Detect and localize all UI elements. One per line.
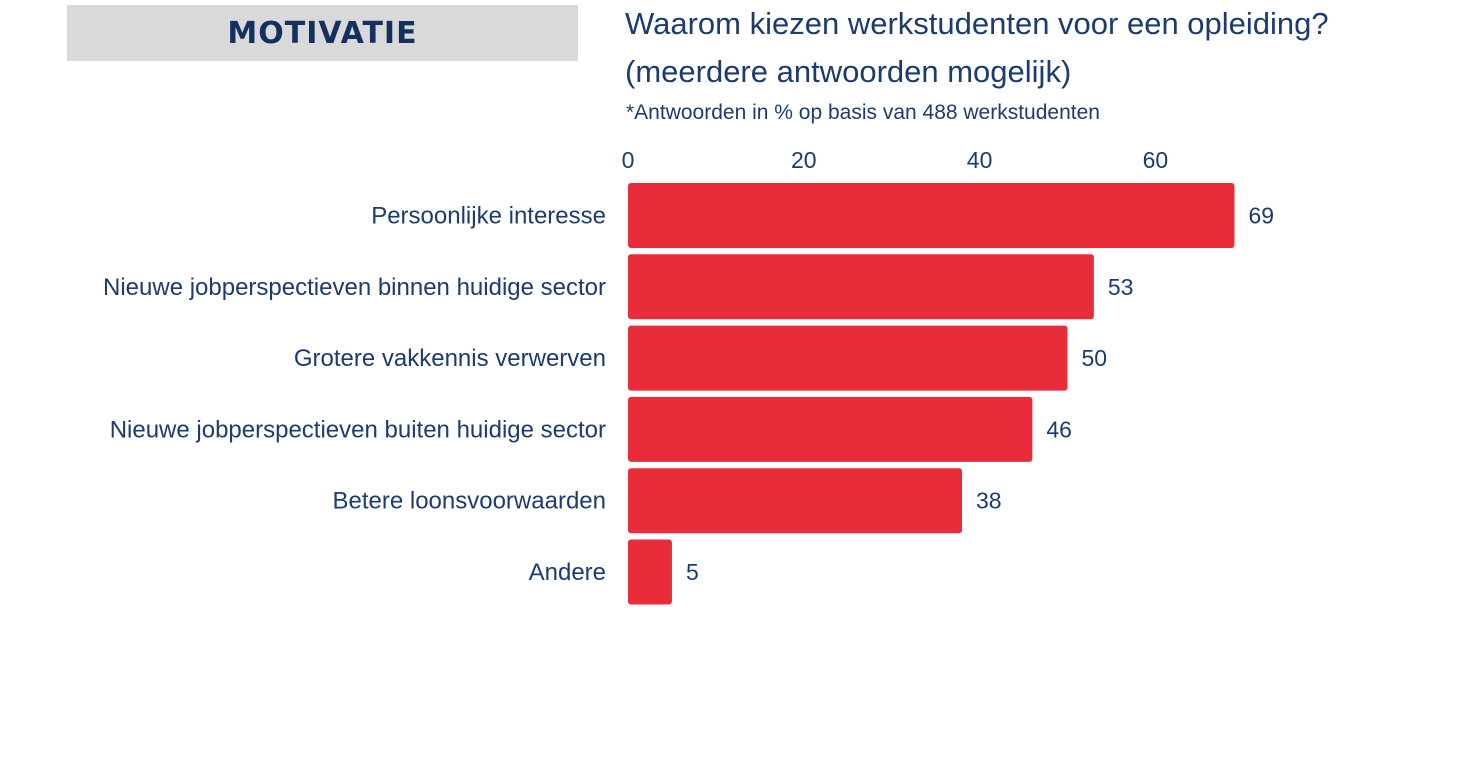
x-axis-ticks: 0 20 40 60 (622, 147, 1169, 173)
data-labels: 69 53 50 46 38 5 (686, 203, 1274, 586)
section-label: MOTIVATIE (227, 15, 418, 51)
data-label: 46 (1046, 416, 1072, 442)
category-label: Nieuwe jobperspectieven binnen huidige s… (103, 274, 606, 301)
x-tick-label: 60 (1143, 147, 1169, 173)
category-label: Persoonlijke interesse (371, 203, 606, 230)
category-label: Nieuwe jobperspectieven buiten huidige s… (110, 416, 606, 443)
category-label: Grotere vakkennis verwerven (294, 345, 606, 372)
category-label: Betere loonsvoorwaarden (332, 488, 606, 515)
section-header: MOTIVATIE (67, 5, 578, 61)
bar (628, 254, 1094, 320)
data-label: 5 (686, 559, 699, 585)
data-label: 53 (1108, 274, 1134, 300)
bar (628, 325, 1068, 391)
x-tick-label: 40 (967, 147, 993, 173)
x-tick-label: 0 (622, 147, 635, 173)
bar (628, 396, 1033, 462)
category-labels: Persoonlijke interesse Nieuwe jobperspect… (103, 203, 606, 587)
category-label: Andere (529, 559, 606, 586)
bar (628, 183, 1235, 248)
bars-group (628, 183, 1235, 605)
data-label: 38 (976, 488, 1002, 514)
data-label: 50 (1082, 345, 1108, 371)
bar (628, 468, 963, 534)
data-label: 69 (1249, 203, 1275, 229)
chart-title: Waarom kiezen werkstudenten voor een opl… (625, 6, 1329, 89)
chart-subtitle: *Antwoorden in % op basis van 488 werkst… (626, 101, 1100, 124)
bar (628, 539, 672, 605)
x-tick-label: 20 (791, 147, 817, 173)
